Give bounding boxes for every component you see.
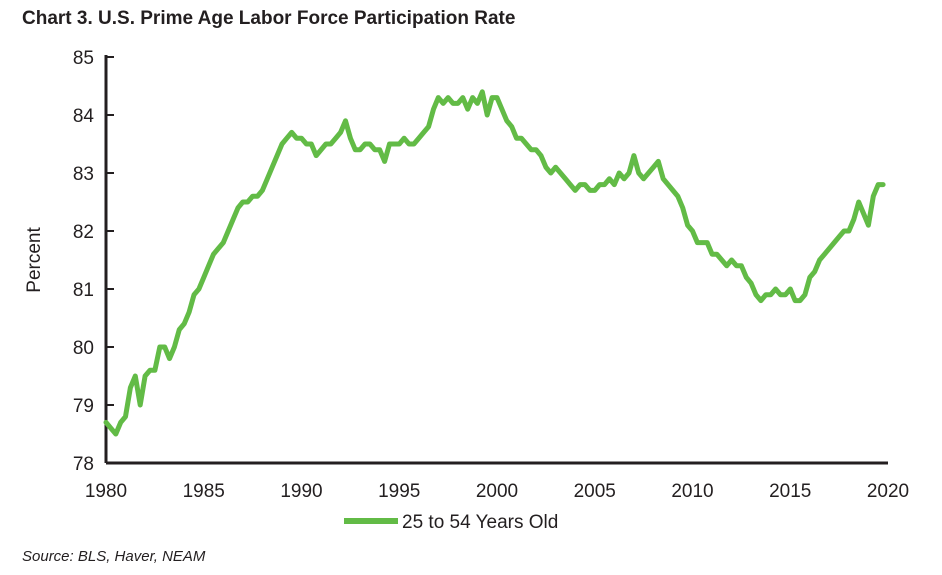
y-tick-label: 83 [73, 164, 94, 185]
y-tick-label: 85 [73, 48, 94, 69]
chart-title: Chart 3. U.S. Prime Age Labor Force Part… [22, 8, 516, 29]
x-tick-label: 1980 [85, 481, 127, 502]
x-tick-label: 2020 [867, 481, 909, 502]
x-axis-ticks: 1980 1985 1990 1995 2000 2005 2010 2015 2020 [85, 481, 909, 502]
x-tick-label: 2015 [769, 481, 811, 502]
y-axis-title: Percent [24, 227, 45, 293]
y-tick-label: 84 [73, 106, 95, 127]
y-tick-label: 78 [73, 454, 94, 475]
x-tick-label: 1985 [183, 481, 225, 502]
x-tick-label: 2000 [476, 481, 518, 502]
legend-label: 25 to 54 Years Old [402, 512, 558, 533]
y-axis-ticks: 78 79 80 81 82 83 84 85 [73, 48, 114, 475]
x-tick-label: 1990 [280, 481, 322, 502]
x-tick-label: 2005 [574, 481, 616, 502]
x-tick-label: 1995 [378, 481, 420, 502]
series-line-25-to-54 [103, 89, 886, 437]
source-note: Source: BLS, Haver, NEAM [22, 548, 206, 565]
x-tick-label: 2010 [671, 481, 713, 502]
y-tick-label: 81 [73, 280, 94, 301]
y-tick-label: 82 [73, 222, 94, 243]
y-tick-label: 80 [73, 338, 94, 359]
legend: 25 to 54 Years Old [344, 512, 558, 533]
y-tick-label: 79 [73, 396, 94, 417]
